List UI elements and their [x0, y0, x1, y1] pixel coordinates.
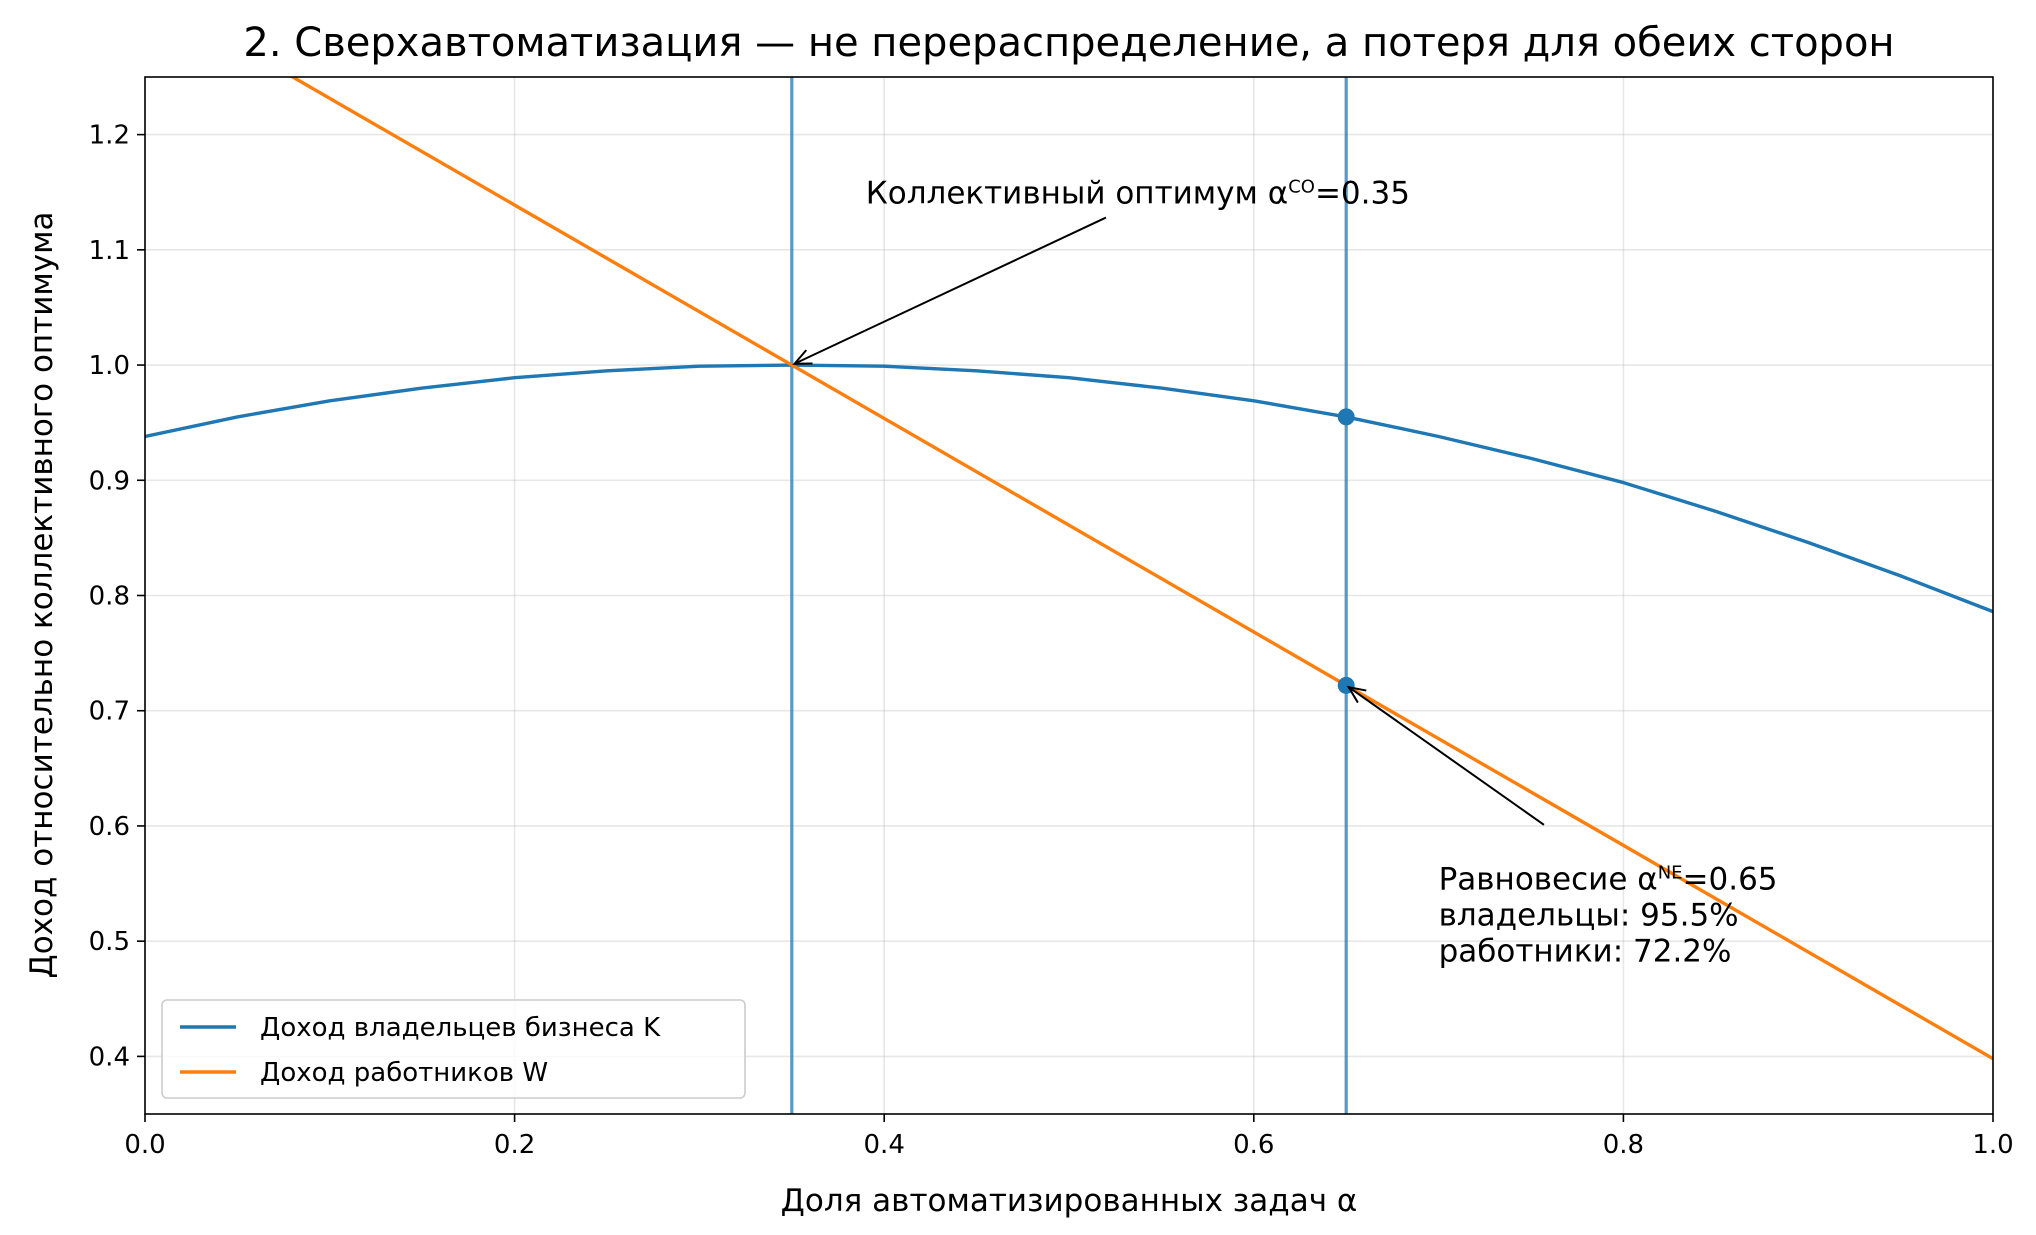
- series-line-workers: [289, 77, 1993, 1061]
- x-tick-label: 1.0: [1972, 1130, 2013, 1160]
- legend: Доход владельцев бизнеса K Доход работник…: [161, 999, 746, 1099]
- annotation-arrow-head: [792, 349, 813, 365]
- marker-layer: [1337, 408, 1355, 694]
- annotation-line: работники: 72.2%: [1439, 933, 1732, 969]
- annotation-collective-optimum: Коллективный оптимум αCO=0.35: [866, 176, 1410, 212]
- x-tick-label: 0.6: [1233, 1130, 1274, 1160]
- annotation-equilibrium: Равновесие αNE=0.65: [1439, 861, 1778, 897]
- y-tick-label: 0.9: [89, 466, 130, 496]
- tick-layer: 0.0 0.2 0.4 0.6 0.8 1.0 0.4 0.5 0.6 0.7 0.8 0.9 1.0 1…: [89, 121, 2014, 1160]
- x-tick-label: 0.8: [1603, 1130, 1644, 1160]
- legend-label: Доход работников W: [260, 1058, 548, 1088]
- y-axis-label: Доход относительно коллективного оптимум…: [24, 211, 60, 978]
- annotation-line: владельцы: 95.5%: [1439, 897, 1739, 933]
- y-tick-label: 1.1: [89, 236, 130, 266]
- series-line-owners: [145, 363, 1993, 614]
- y-tick-label: 1.0: [89, 351, 130, 381]
- legend-label: Доход владельцев бизнеса K: [260, 1013, 661, 1043]
- annotation-arrow: [1348, 686, 1545, 826]
- y-tick-label: 0.6: [89, 812, 130, 842]
- y-tick-label: 1.2: [89, 121, 130, 151]
- y-tick-label: 0.7: [89, 697, 130, 727]
- data-point-marker: [1337, 408, 1355, 426]
- x-tick-label: 0.4: [864, 1130, 905, 1160]
- annotation-arrow-head: [1346, 685, 1367, 704]
- y-tick-label: 0.5: [89, 927, 130, 957]
- chart-title: 2. Сверхавтоматизация — не перераспредел…: [243, 20, 1894, 66]
- series-layer: [145, 77, 1993, 1114]
- x-tick-label: 0.0: [124, 1130, 165, 1160]
- x-axis-label: Доля автоматизированных задач α: [781, 1183, 1358, 1219]
- legend-box: [161, 999, 746, 1099]
- annotation-layer: Коллективный оптимум αCO=0.35 Равновесие …: [792, 176, 1778, 969]
- y-tick-label: 0.8: [89, 582, 130, 612]
- y-tick-label: 0.4: [89, 1042, 130, 1072]
- annotation-arrow: [794, 216, 1107, 365]
- x-tick-label: 0.2: [494, 1130, 535, 1160]
